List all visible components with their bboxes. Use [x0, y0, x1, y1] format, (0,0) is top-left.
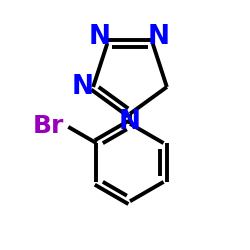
- Text: N: N: [88, 24, 110, 50]
- Text: N: N: [119, 109, 141, 135]
- Text: N: N: [148, 24, 170, 50]
- Text: N: N: [72, 74, 94, 100]
- Text: Br: Br: [33, 114, 64, 138]
